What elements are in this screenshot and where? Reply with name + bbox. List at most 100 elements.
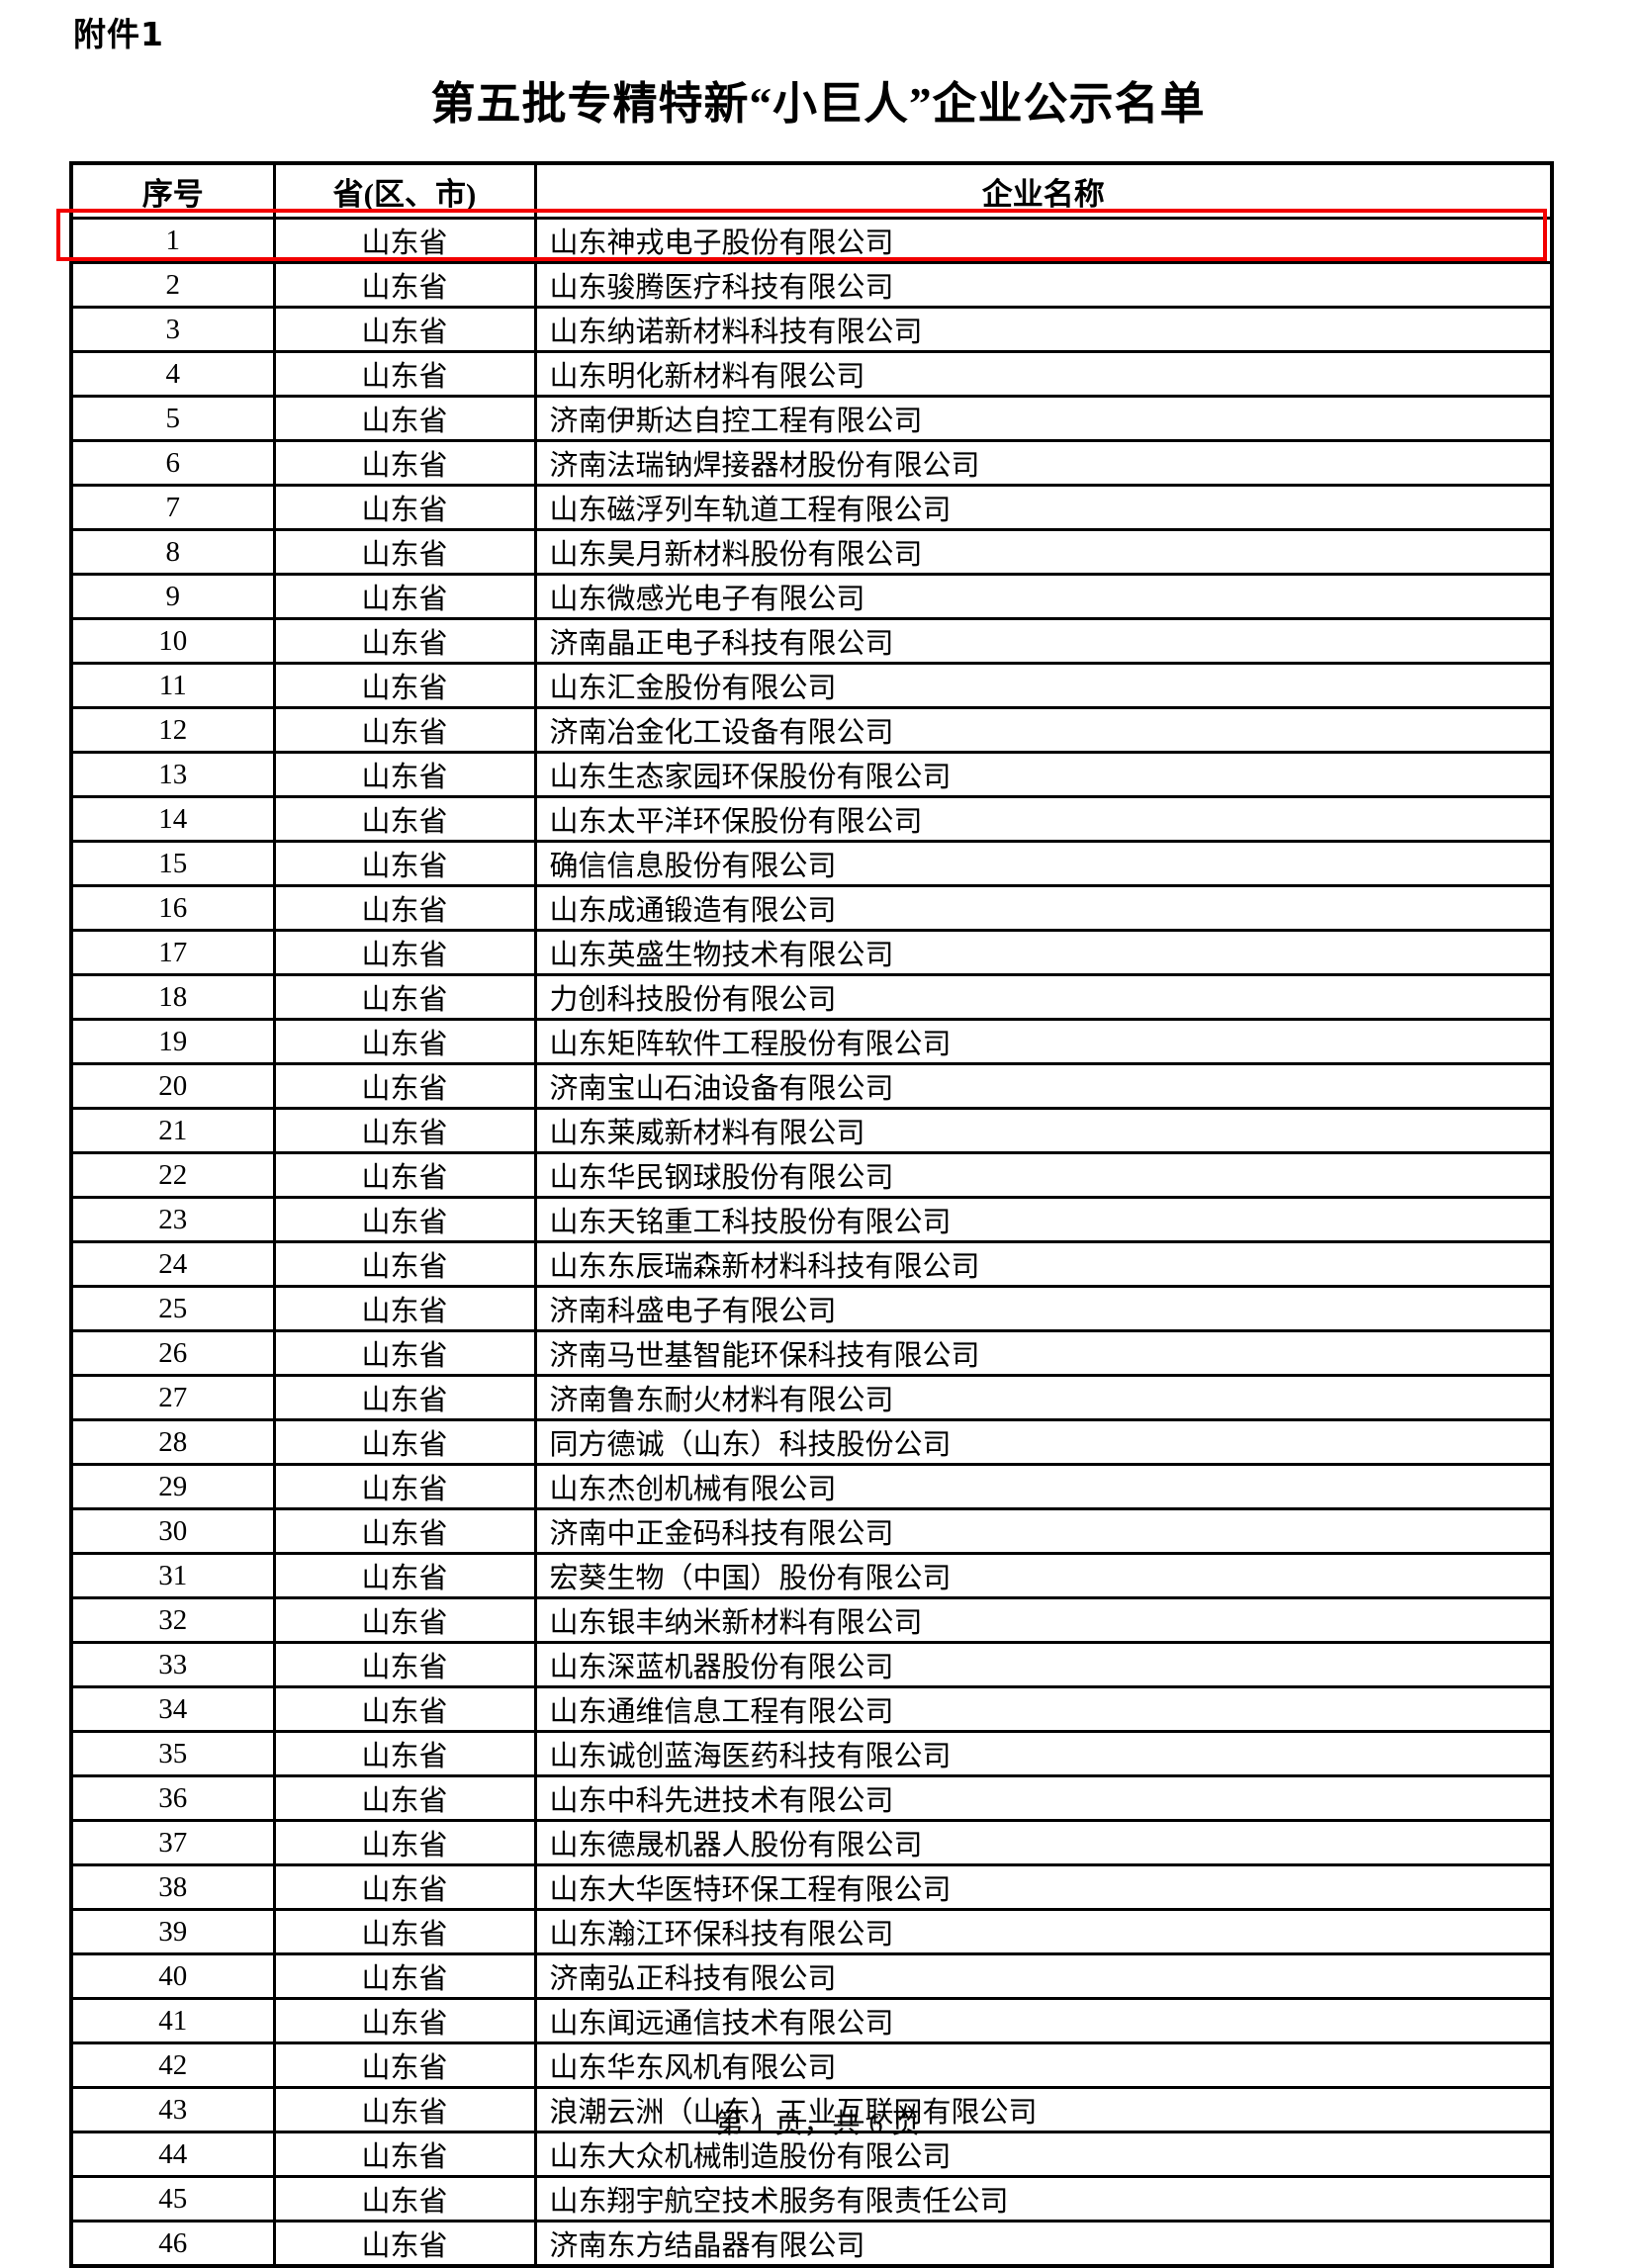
table-row: 24 山东省 山东东辰瑞森新材料科技有限公司 (69, 1240, 1554, 1288)
row-province: 山东省 (272, 1285, 537, 1332)
header-cell-company: 企业名称 (533, 161, 1554, 220)
table-row: 33 山东省 山东深蓝机器股份有限公司 (69, 1641, 1554, 1688)
table-row: 35 山东省 山东诚创蓝海医药科技有限公司 (69, 1730, 1554, 1777)
table-row: 40 山东省 济南弘正科技有限公司 (69, 1952, 1554, 2000)
row-company: 济南科盛电子有限公司 (533, 1285, 1554, 1332)
table-row: 5 山东省 济南伊斯达自控工程有限公司 (69, 395, 1554, 442)
row-province: 山东省 (272, 795, 537, 843)
row-province: 山东省 (272, 1641, 537, 1688)
table-row: 1 山东省 山东神戎电子股份有限公司 (69, 217, 1554, 264)
row-province: 山东省 (272, 1418, 537, 1466)
row-province: 山东省 (272, 1329, 537, 1377)
row-number: 29 (69, 1463, 276, 1510)
row-number: 26 (69, 1329, 276, 1377)
row-province: 山东省 (272, 439, 537, 487)
row-number: 40 (69, 1952, 276, 2000)
row-company: 山东英盛生物技术有限公司 (533, 929, 1554, 976)
table-row: 17 山东省 山东英盛生物技术有限公司 (69, 929, 1554, 976)
row-number: 7 (69, 484, 276, 531)
table-row: 43 山东省 浪潮云洲（山东）工业互联网有限公司 (69, 2086, 1554, 2133)
row-province: 山东省 (272, 929, 537, 976)
table-row: 25 山东省 济南科盛电子有限公司 (69, 1285, 1554, 1332)
row-company: 山东通维信息工程有限公司 (533, 1685, 1554, 1733)
row-province: 山东省 (272, 1107, 537, 1154)
row-company: 山东微感光电子有限公司 (533, 573, 1554, 620)
page-footer: 第 1 页，共 6 页 (715, 2109, 921, 2139)
table-row: 16 山东省 山东成通锻造有限公司 (69, 884, 1554, 932)
row-number: 41 (69, 1997, 276, 2044)
table-row: 18 山东省 力创科技股份有限公司 (69, 973, 1554, 1021)
row-number: 22 (69, 1151, 276, 1199)
row-number: 31 (69, 1552, 276, 1599)
row-number: 3 (69, 306, 276, 353)
row-number: 2 (69, 261, 276, 309)
table-row: 38 山东省 山东大华医特环保工程有限公司 (69, 1863, 1554, 1911)
row-company: 山东天铭重工科技股份有限公司 (533, 1196, 1554, 1243)
row-number: 38 (69, 1863, 276, 1911)
row-company: 宏葵生物（中国）股份有限公司 (533, 1552, 1554, 1599)
row-number: 12 (69, 706, 276, 754)
row-company: 山东莱威新材料有限公司 (533, 1107, 1554, 1154)
row-province: 山东省 (272, 1062, 537, 1110)
row-company: 山东骏腾医疗科技有限公司 (533, 261, 1554, 309)
row-company: 山东大华医特环保工程有限公司 (533, 1863, 1554, 1911)
row-number: 17 (69, 929, 276, 976)
row-company: 山东神戎电子股份有限公司 (533, 217, 1554, 264)
row-number: 23 (69, 1196, 276, 1243)
header-row: 序号 省(区、市) 企业名称 (69, 161, 1554, 220)
row-company: 山东成通锻造有限公司 (533, 884, 1554, 932)
row-number: 5 (69, 395, 276, 442)
row-province: 山东省 (272, 1819, 537, 1866)
row-province: 山东省 (272, 662, 537, 709)
table-row: 26 山东省 济南马世基智能环保科技有限公司 (69, 1329, 1554, 1377)
row-province: 山东省 (272, 1730, 537, 1777)
row-company: 山东华东风机有限公司 (533, 2041, 1554, 2089)
row-company: 济南法瑞钠焊接器材股份有限公司 (533, 439, 1554, 487)
table-row: 45 山东省 山东翔宇航空技术服务有限责任公司 (69, 2175, 1554, 2223)
row-province: 山东省 (272, 884, 537, 932)
row-province: 山东省 (272, 261, 537, 309)
row-number: 45 (69, 2175, 276, 2223)
table-row: 27 山东省 济南鲁东耐火材料有限公司 (69, 1374, 1554, 1421)
row-number: 46 (69, 2220, 276, 2268)
row-company: 济南晶正电子科技有限公司 (533, 617, 1554, 665)
table-row: 32 山东省 山东银丰纳米新材料有限公司 (69, 1596, 1554, 1644)
row-company: 山东诚创蓝海医药科技有限公司 (533, 1730, 1554, 1777)
table-row: 28 山东省 同方德诚（山东）科技股份公司 (69, 1418, 1554, 1466)
row-company: 同方德诚（山东）科技股份公司 (533, 1418, 1554, 1466)
row-number: 27 (69, 1374, 276, 1421)
row-company: 山东汇金股份有限公司 (533, 662, 1554, 709)
row-company: 浪潮云洲（山东）工业互联网有限公司 (533, 2086, 1554, 2133)
table-body: 1 山东省 山东神戎电子股份有限公司 2 山东省 山东骏腾医疗科技有限公司 3 山东省 山东纳诺… (69, 217, 1554, 2268)
row-province: 山东省 (272, 751, 537, 798)
row-province: 山东省 (272, 2131, 537, 2178)
row-company: 山东杰创机械有限公司 (533, 1463, 1554, 1510)
table-row: 11 山东省 山东汇金股份有限公司 (69, 662, 1554, 709)
row-company: 山东瀚江环保科技有限公司 (533, 1908, 1554, 1955)
table-row: 2 山东省 山东骏腾医疗科技有限公司 (69, 261, 1554, 309)
table-row: 4 山东省 山东明化新材料有限公司 (69, 350, 1554, 398)
row-province: 山东省 (272, 528, 537, 576)
row-company: 山东磁浮列车轨道工程有限公司 (533, 484, 1554, 531)
table-row: 46 山东省 济南东方结晶器有限公司 (69, 2220, 1554, 2268)
row-province: 山东省 (272, 2220, 537, 2268)
row-number: 39 (69, 1908, 276, 1955)
row-province: 山东省 (272, 1018, 537, 1065)
row-number: 16 (69, 884, 276, 932)
table-row: 21 山东省 山东莱威新材料有限公司 (69, 1107, 1554, 1154)
row-company: 山东银丰纳米新材料有限公司 (533, 1596, 1554, 1644)
row-province: 山东省 (272, 1952, 537, 2000)
row-province: 山东省 (272, 617, 537, 665)
row-province: 山东省 (272, 484, 537, 531)
table-row: 41 山东省 山东闻远通信技术有限公司 (69, 1997, 1554, 2044)
row-province: 山东省 (272, 1596, 537, 1644)
row-number: 21 (69, 1107, 276, 1154)
row-province: 山东省 (272, 350, 537, 398)
row-number: 11 (69, 662, 276, 709)
row-province: 山东省 (272, 1863, 537, 1911)
table-row: 8 山东省 山东昊月新材料股份有限公司 (69, 528, 1554, 576)
row-number: 42 (69, 2041, 276, 2089)
row-number: 14 (69, 795, 276, 843)
row-province: 山东省 (272, 1685, 537, 1733)
header-cell-no: 序号 (69, 161, 276, 220)
